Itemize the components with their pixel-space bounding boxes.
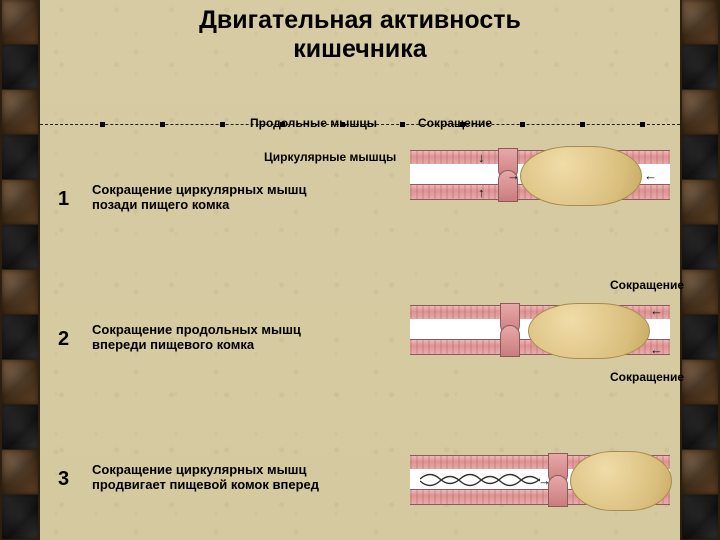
page-title: Двигательная активность кишечника (40, 6, 680, 64)
title-line-2: кишечника (293, 35, 426, 63)
diagram-step-2: ← ← (410, 295, 670, 365)
content-area: Двигательная активность кишечника Продол… (40, 0, 680, 540)
label-circular-muscles: Циркулярные мышцы (264, 150, 396, 164)
arrow-left-icon: ← (644, 168, 657, 183)
peristaltic-wave-bottom-icon (420, 472, 540, 490)
decorative-border-left (0, 0, 40, 540)
arrow-down-icon: ↓ (478, 150, 485, 165)
title-line-1: Двигательная активность (199, 6, 521, 34)
arrow-right-icon: → (538, 473, 551, 488)
label-contraction-mid: Сокращение (610, 278, 684, 292)
food-bolus-icon (570, 451, 672, 511)
label-longitudinal-muscles: Продольные мышцы (250, 116, 377, 130)
arrow-left-down-icon: ← (650, 342, 663, 357)
step-number-3: 3 (58, 468, 69, 491)
label-contraction-top: Сокращение (418, 116, 492, 130)
arrow-up-icon: ↑ (478, 185, 485, 200)
decorative-border-right (680, 0, 720, 540)
diagram-step-1: ↓ ↑ → ← (410, 140, 670, 210)
arrow-right-icon: → (507, 168, 520, 183)
step-3-text: Сокращение циркулярных мышц продвигает п… (92, 462, 412, 493)
step-number-2: 2 (58, 328, 69, 351)
food-bolus-icon (520, 146, 642, 206)
arrow-left-up-icon: ← (650, 303, 663, 318)
diagram-step-3: → (410, 445, 670, 515)
step-2-text: Сокращение продольных мышц впереди пищев… (92, 322, 392, 353)
label-contraction-low: Сокращение (610, 370, 684, 384)
food-bolus-icon (528, 303, 650, 359)
step-1-text: Сокращение циркулярных мышц позади пищег… (92, 182, 392, 213)
step-number-1: 1 (58, 188, 69, 211)
